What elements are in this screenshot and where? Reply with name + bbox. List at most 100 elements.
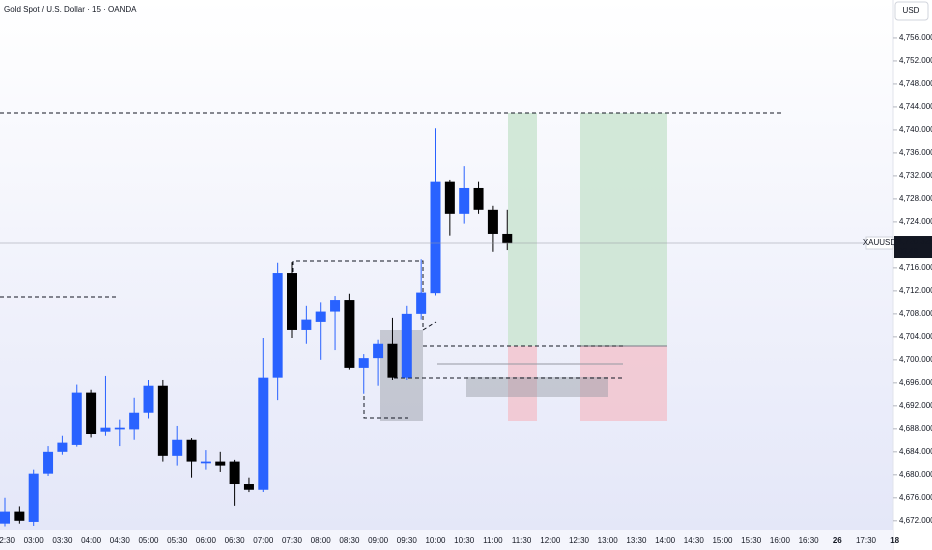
- x-tick-label: 09:00: [368, 536, 389, 545]
- x-tick-label: 08:00: [311, 536, 332, 545]
- y-tick-label: 4,724.000: [899, 217, 932, 226]
- y-tick-label: 4,684.000: [899, 447, 932, 456]
- stop-zone: [508, 346, 537, 421]
- x-tick-label: 10:30: [454, 536, 475, 545]
- symbol-tag: [865, 236, 894, 250]
- candle-body: [172, 439, 183, 456]
- y-tick-label: 4,736.000: [899, 148, 932, 157]
- x-tick-label: 07:30: [282, 536, 303, 545]
- currency-label[interactable]: USD: [903, 6, 920, 15]
- x-tick-label: 16:00: [770, 536, 791, 545]
- zone-box: [466, 377, 608, 397]
- x-tick-label: 11:00: [483, 536, 503, 545]
- y-tick-label: 4,728.000: [899, 194, 932, 203]
- candle-body: [459, 187, 470, 214]
- candle-body: [28, 473, 39, 522]
- candle-body: [358, 358, 369, 368]
- x-tick-label: 16:30: [799, 536, 820, 545]
- x-tick-label: 15:30: [741, 536, 762, 545]
- candle-body: [57, 442, 68, 452]
- candle-body: [143, 385, 154, 413]
- x-tick-label: 05:00: [138, 536, 159, 545]
- currency-button[interactable]: [894, 1, 929, 21]
- candle-body: [100, 427, 111, 432]
- symbol-label: XAUUSD: [863, 238, 897, 247]
- drawings: [0, 112, 782, 421]
- y-tick-label: 4,708.000: [899, 309, 932, 318]
- x-tick-label: 12:00: [540, 536, 561, 545]
- time-axis: [0, 530, 893, 550]
- x-tick-label: 12:30: [569, 536, 590, 545]
- x-tick-label: 04:30: [110, 536, 131, 545]
- candle-body: [344, 300, 355, 368]
- y-tick-label: 4,740.000: [899, 125, 932, 134]
- candle-body: [186, 439, 197, 462]
- candle-body: [473, 187, 484, 210]
- x-tick-label: 05:30: [167, 536, 188, 545]
- plot-background: [0, 0, 893, 550]
- x-tick-label: 17:30: [856, 536, 877, 545]
- x-tick-label: 11:30: [512, 536, 532, 545]
- candle-body: [229, 461, 240, 485]
- price-axis: [893, 0, 932, 550]
- x-tick-label: 10:00: [425, 536, 446, 545]
- candle-body: [287, 273, 297, 330]
- candle-body: [114, 427, 125, 430]
- x-tick-label: 15:00: [712, 536, 733, 545]
- candle-body: [243, 484, 254, 490]
- y-tick-label: 4,752.000: [899, 56, 932, 65]
- y-tick-label: 4,712.000: [899, 286, 932, 295]
- countdown-label: 03:48: [898, 247, 919, 256]
- candle-body: [215, 461, 226, 466]
- x-tick-label: 13:00: [598, 536, 619, 545]
- candle-body: [43, 451, 54, 474]
- candle-body: [373, 343, 384, 359]
- candle-body: [330, 300, 341, 312]
- x-tick-label: 09:30: [397, 536, 418, 545]
- candle-body: [71, 392, 82, 445]
- candle-body: [430, 181, 441, 294]
- connector: [422, 321, 437, 331]
- range-box: [363, 396, 408, 419]
- y-tick-label: 4,756.000: [899, 33, 932, 42]
- y-tick-label: 4,688.000: [899, 424, 932, 433]
- y-tick-label: 4,692.000: [899, 401, 932, 410]
- candle-body: [502, 233, 513, 244]
- y-tick-label: 4,748.000: [899, 79, 932, 88]
- stop-zone: [580, 346, 667, 421]
- y-tick-label: 4,716.000: [899, 263, 932, 272]
- candle-body: [129, 412, 140, 430]
- target-zone: [508, 113, 537, 346]
- candle-body: [416, 292, 427, 314]
- candle-body: [315, 311, 326, 322]
- x-tick-label: 07:00: [253, 536, 274, 545]
- zone-box: [380, 330, 423, 421]
- candle-body: [444, 181, 455, 214]
- target-zone: [580, 113, 667, 346]
- candle-body: [387, 343, 398, 378]
- candle-body: [14, 511, 25, 521]
- candle-body: [86, 392, 97, 435]
- x-tick-label: 08:30: [339, 536, 360, 545]
- x-tick-label: 14:00: [655, 536, 676, 545]
- last-price-label: 4,720.325: [898, 237, 932, 246]
- chart-title: Gold Spot / U.S. Dollar · 15 · OANDA: [4, 5, 137, 14]
- y-tick-label: 4,732.000: [899, 171, 932, 180]
- y-tick-label: 4,700.000: [899, 355, 932, 364]
- candle-body: [487, 209, 498, 234]
- y-tick-label: 4,680.000: [899, 470, 932, 479]
- candle-body: [0, 511, 10, 524]
- last-price-tag: [894, 236, 932, 259]
- y-tick-label: 4,672.000: [899, 516, 932, 525]
- candle-body: [301, 319, 312, 330]
- y-tick-label: 4,696.000: [899, 378, 932, 387]
- x-tick-label: 03:30: [52, 536, 73, 545]
- candle-body: [272, 273, 283, 378]
- x-tick-label: 03:00: [24, 536, 45, 545]
- y-tick-label: 4,676.000: [899, 493, 932, 502]
- x-tick-label: 02:30: [0, 536, 16, 545]
- x-tick-label: 18: [890, 536, 899, 545]
- candle-body: [200, 461, 211, 464]
